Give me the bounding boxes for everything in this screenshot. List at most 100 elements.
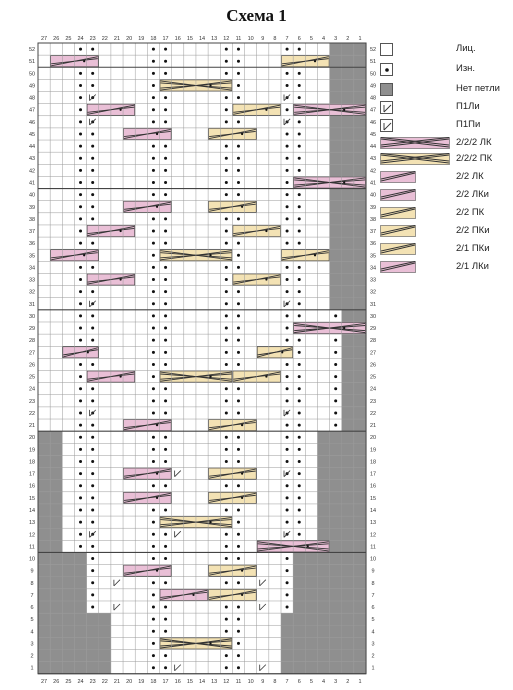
purl-dot	[224, 326, 228, 330]
column-label: 19	[138, 36, 144, 42]
purl-dot	[164, 108, 168, 112]
no-stitch-cell	[353, 576, 367, 589]
no-stitch-cell	[305, 661, 318, 674]
twist-symbol	[113, 603, 121, 611]
cable-dot	[241, 472, 244, 475]
purl-dot	[164, 96, 168, 100]
purl-dot	[224, 544, 228, 548]
row-label: 16	[29, 484, 35, 490]
no-stitch-cell	[341, 67, 354, 80]
no-stitch-cell	[341, 370, 354, 383]
cable-dot	[209, 521, 212, 524]
row-label: 48	[29, 96, 35, 102]
purl-dot	[236, 241, 240, 245]
no-stitch-cell	[317, 552, 330, 565]
column-label: 14	[199, 679, 205, 685]
purl-dot	[236, 314, 240, 318]
cable-dot	[313, 254, 317, 257]
purl-dot	[236, 520, 240, 524]
row-label: 3	[30, 641, 33, 647]
no-stitch-cell	[341, 382, 354, 395]
no-stitch-cell	[329, 588, 342, 601]
twist-symbol	[259, 603, 267, 611]
cable-21-lki-symbol	[380, 261, 416, 273]
purl-dot	[151, 399, 155, 403]
purl-dot	[297, 83, 301, 87]
purl-dot	[79, 180, 83, 184]
purl-dot	[224, 362, 228, 366]
row-label: 8	[30, 581, 33, 587]
row-label: 1	[372, 666, 375, 672]
purl-dot	[297, 508, 301, 512]
purl-dot	[79, 520, 83, 524]
purl-dot	[164, 387, 168, 391]
row-label: 43	[370, 156, 376, 162]
cable-dot	[241, 593, 244, 597]
row-label: 49	[29, 83, 35, 89]
purl-dot	[151, 338, 155, 342]
purl-dot	[224, 278, 228, 282]
no-stitch-cell	[341, 261, 354, 274]
no-stitch-cell	[341, 127, 354, 141]
purl-dot	[297, 375, 301, 379]
no-stitch-cell	[38, 588, 51, 601]
purl-dot	[164, 666, 168, 670]
purl-dot	[224, 229, 228, 233]
row-label: 26	[29, 362, 35, 368]
purl-dot	[285, 217, 289, 221]
row-label: 4	[372, 629, 375, 635]
cable-dot	[241, 205, 244, 208]
purl-dot	[285, 375, 289, 379]
purl-dot	[236, 217, 240, 221]
row-label: 13	[29, 520, 35, 526]
no-stitch-cell	[50, 503, 63, 517]
no-stitch-cell	[341, 431, 354, 444]
no-stitch-cell	[353, 115, 367, 128]
row-label: 49	[370, 83, 376, 89]
no-stitch-cell	[74, 637, 87, 650]
purl-dot	[151, 156, 155, 160]
purl-dot	[151, 557, 155, 561]
chart-border	[37, 42, 367, 675]
no-stitch-cell	[329, 479, 342, 492]
no-stitch-cell	[353, 188, 367, 201]
column-label: 23	[90, 36, 96, 42]
purl-dot	[164, 605, 168, 609]
no-stitch-cell	[293, 661, 306, 674]
purl-dot	[236, 290, 240, 294]
row-label: 1	[30, 666, 33, 672]
cable-dot	[343, 326, 346, 330]
purl-dot	[151, 302, 155, 306]
no-stitch-cell	[329, 600, 342, 614]
no-stitch-cell	[74, 613, 87, 626]
purl-dot	[236, 581, 240, 585]
no-stitch-cell	[341, 140, 354, 153]
row-label: 24	[370, 387, 376, 393]
no-stitch-cell	[329, 79, 342, 92]
no-stitch-cell	[329, 637, 342, 650]
no-stitch-cell	[62, 576, 75, 589]
cable-dot	[265, 375, 268, 378]
purl-dot	[236, 399, 240, 403]
column-label: 1	[358, 679, 361, 685]
no-stitch-cell	[50, 540, 63, 553]
purl-dot	[91, 569, 95, 573]
purl-dot	[79, 544, 83, 548]
purl-dot	[285, 581, 289, 585]
row-label: 14	[370, 508, 376, 514]
column-label: 7	[286, 679, 289, 685]
no-stitch-cell	[353, 528, 367, 541]
purl-dot	[285, 447, 289, 451]
purl-dot	[224, 265, 228, 269]
purl-dot	[236, 666, 240, 670]
purl-dot	[79, 447, 83, 451]
row-label: 2	[30, 654, 33, 660]
no-stitch-cell	[281, 613, 294, 626]
no-stitch-cell	[38, 576, 51, 589]
no-stitch-cell	[38, 431, 51, 444]
no-stitch-cell	[329, 67, 342, 80]
purl-dot	[224, 484, 228, 488]
row-label: 7	[30, 593, 33, 599]
purl-dot	[91, 399, 95, 403]
row-label: 7	[372, 593, 375, 599]
